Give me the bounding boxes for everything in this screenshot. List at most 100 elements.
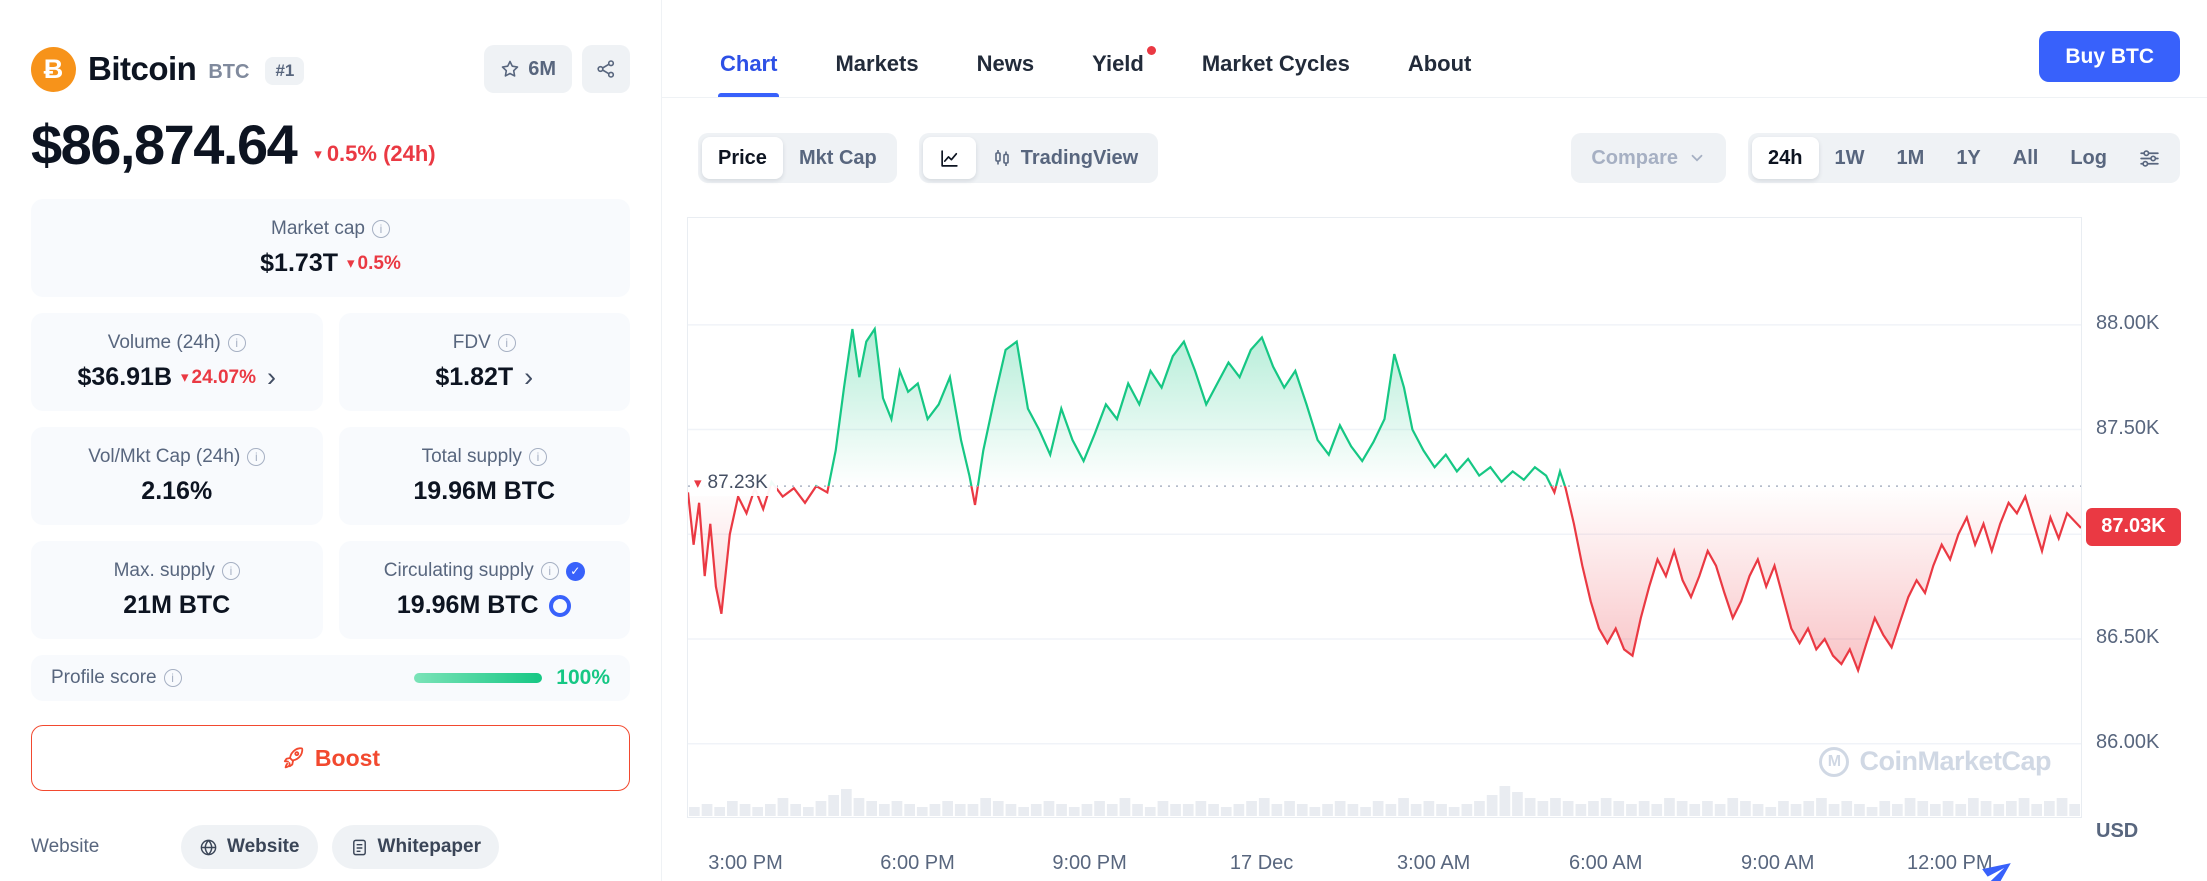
vol-mktcap-label: Vol/Mkt Cap (24h): [88, 446, 241, 467]
total-supply-value: 19.96M BTC: [413, 477, 556, 505]
market-cap-value: $1.73T: [260, 249, 338, 277]
document-icon: [352, 839, 366, 855]
y-axis-label: 88.00K: [2096, 311, 2160, 334]
coin-price: $86,874.64: [31, 113, 298, 176]
x-axis-label: 6:00 PM: [880, 852, 955, 874]
x-axis-label: 3:00 PM: [708, 852, 783, 874]
range-1m[interactable]: 1M: [1896, 146, 1925, 169]
website-row-label: Website: [31, 836, 100, 857]
coin-symbol: BTC: [208, 61, 250, 83]
vol-mktcap-value: 2.16%: [141, 477, 213, 505]
x-axis-label: 9:00 PM: [1052, 852, 1127, 874]
current-price-badge: 87.03K: [2086, 507, 2181, 546]
info-icon[interactable]: i: [221, 562, 240, 580]
down-caret-icon: ▾: [347, 255, 355, 272]
sliders-icon: [2140, 149, 2159, 167]
chevron-down-icon: [1691, 154, 1703, 162]
line-chart-type-button[interactable]: [922, 137, 976, 179]
profile-score-value: 100%: [556, 666, 610, 689]
range-all[interactable]: All: [2012, 146, 2039, 169]
tab-yield[interactable]: Yield: [1090, 46, 1156, 97]
coinmarketcap-watermark: M CoinMarketCap: [1819, 746, 2051, 777]
candlestick-icon: [994, 150, 1009, 166]
chevron-right-icon: ›: [267, 361, 276, 392]
bitcoin-logo-icon: Ƀ: [31, 46, 76, 92]
fdv-card[interactable]: FDV i $1.82T ›: [338, 313, 630, 411]
chart-type-toggle: TradingView: [918, 133, 1159, 183]
notification-dot: [1146, 46, 1156, 55]
tradingview-button[interactable]: TradingView: [976, 137, 1154, 179]
time-range-selector: 24h 1W 1M 1Y All Log: [1748, 133, 2180, 183]
down-caret-icon: ▾: [181, 369, 189, 386]
toggle-mktcap[interactable]: Mkt Cap: [798, 146, 877, 169]
range-1y[interactable]: 1Y: [1956, 146, 1981, 169]
x-axis-label: 3:00 AM: [1396, 852, 1471, 874]
scroll-to-latest-button[interactable]: [1982, 855, 2016, 881]
buy-btc-button[interactable]: Buy BTC: [2039, 31, 2180, 82]
down-caret-icon: ▾: [314, 145, 322, 163]
profile-score-bar: [414, 673, 543, 683]
price-row: $86,874.64 ▾ 0.5% (24h): [31, 117, 630, 173]
tab-news[interactable]: News: [976, 51, 1035, 76]
verified-check-icon: ✓: [565, 561, 585, 581]
share-button[interactable]: [582, 45, 630, 93]
market-cap-card[interactable]: Market cap i $1.73T ▾ 0.5%: [31, 199, 630, 297]
max-supply-label: Max. supply: [113, 560, 215, 581]
info-icon[interactable]: i: [497, 334, 516, 352]
max-supply-card: Max. supply i 21M BTC: [31, 541, 323, 639]
info-icon[interactable]: i: [227, 334, 246, 352]
main-content: Chart Markets News Yield Market Cycles A…: [662, 0, 2207, 881]
coin-sidebar: Ƀ Bitcoin BTC #1 6M $86,874.64 ▾ 0.5% (2…: [0, 0, 662, 881]
total-supply-card: Total supply i 19.96M BTC: [338, 427, 630, 525]
volume-24h-card[interactable]: Volume (24h) i $36.91B ▾ 24.07% ›: [31, 313, 323, 411]
info-icon[interactable]: i: [371, 220, 390, 238]
x-axis-label: 17 Dec: [1229, 852, 1294, 874]
fdv-value: $1.82T: [435, 363, 514, 391]
boost-button[interactable]: Boost: [31, 725, 630, 791]
info-icon[interactable]: i: [528, 448, 547, 466]
website-link-button[interactable]: Website: [181, 825, 318, 869]
vol-mktcap-card: Vol/Mkt Cap (24h) i 2.16%: [31, 427, 323, 525]
info-icon[interactable]: i: [540, 562, 559, 580]
max-supply-value: 21M BTC: [123, 591, 231, 619]
profile-score-label: Profile score: [51, 667, 157, 688]
compare-button[interactable]: Compare: [1571, 133, 1727, 183]
links-row: Website Website Whitepaper: [31, 825, 630, 869]
circulating-supply-label: Circulating supply: [383, 560, 534, 581]
coin-actions: 6M: [484, 45, 630, 93]
price-chart-panel[interactable]: M CoinMarketCap: [687, 217, 2082, 818]
circulating-supply-value: 19.96M BTC: [396, 591, 539, 619]
down-caret-icon: ▾: [694, 474, 702, 492]
y-axis-label: 86.50K: [2096, 625, 2160, 648]
range-24h[interactable]: 24h: [1752, 137, 1819, 179]
tab-markets[interactable]: Markets: [835, 51, 919, 76]
currency-axis-label: USD: [2096, 820, 2139, 842]
price-change-24h: ▾ 0.5% (24h): [314, 141, 436, 166]
whitepaper-link-button[interactable]: Whitepaper: [331, 825, 499, 869]
watchers-count: 6M: [528, 57, 556, 80]
toggle-price[interactable]: Price: [702, 137, 783, 179]
volume-value: $36.91B: [77, 363, 173, 391]
coin-name: Bitcoin: [88, 50, 197, 87]
globe-icon: [200, 839, 217, 855]
star-icon: [501, 60, 519, 77]
profile-score-row: Profile score i 100%: [31, 655, 630, 701]
paper-plane-icon: [1982, 863, 2011, 881]
section-tabs: Chart Markets News Yield Market Cycles A…: [662, 0, 2207, 98]
price-chart[interactable]: [688, 218, 2081, 817]
chart-settings-button[interactable]: [2123, 137, 2176, 179]
watchlist-button[interactable]: 6M: [484, 45, 572, 93]
info-icon[interactable]: i: [163, 669, 182, 687]
tab-chart[interactable]: Chart: [718, 51, 780, 97]
tab-about[interactable]: About: [1407, 51, 1472, 76]
total-supply-label: Total supply: [421, 446, 522, 467]
x-axis-label: 12:00 PM: [1906, 852, 1993, 874]
log-scale-toggle[interactable]: Log: [2070, 146, 2107, 169]
market-cap-label: Market cap: [271, 218, 365, 239]
info-icon[interactable]: i: [247, 448, 266, 466]
range-1w[interactable]: 1W: [1834, 146, 1865, 169]
price-mktcap-toggle: Price Mkt Cap: [698, 133, 897, 183]
y-axis-label: 87.50K: [2096, 416, 2160, 439]
tab-market-cycles[interactable]: Market Cycles: [1201, 51, 1350, 76]
